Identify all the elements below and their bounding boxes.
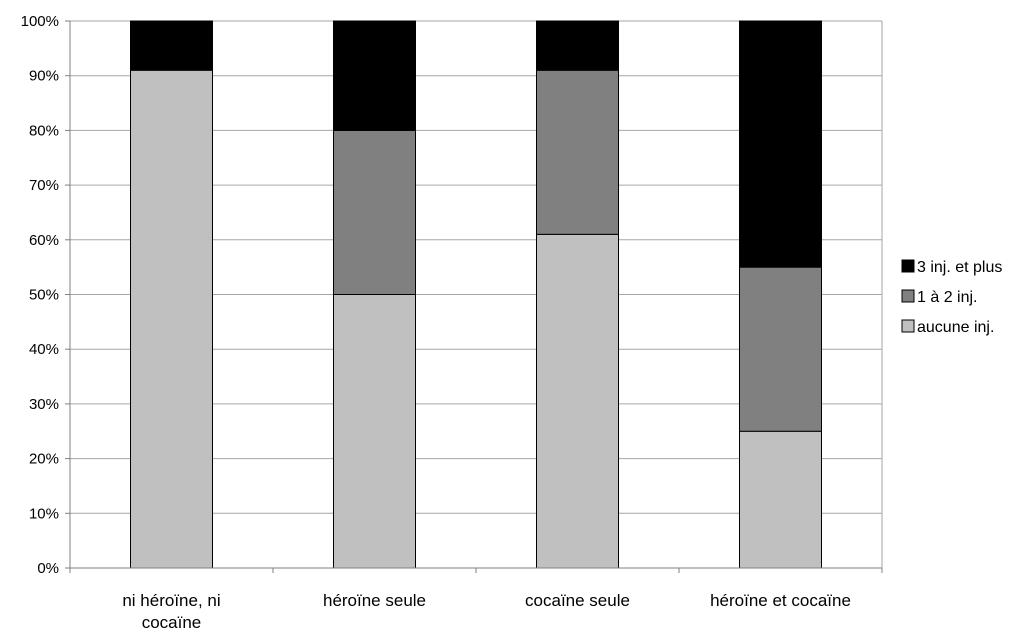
y-tick-label: 60% xyxy=(29,232,59,249)
y-tick-label: 80% xyxy=(29,122,59,139)
bar-segment xyxy=(739,20,822,268)
y-tick-label: 20% xyxy=(29,451,59,468)
y-tick-label: 100% xyxy=(21,13,59,30)
y-tick-label: 0% xyxy=(37,560,59,577)
y-tick-label: 30% xyxy=(29,396,59,413)
y-tick-label: 40% xyxy=(29,341,59,358)
x-category-label-line: héroïne seule xyxy=(323,591,426,610)
x-category-label: ni héroïne, ni cocaïne xyxy=(122,591,220,630)
legend-label: aucune inj. xyxy=(917,319,994,336)
bar-segment xyxy=(739,430,822,569)
y-tick-label: 10% xyxy=(29,505,59,522)
x-category-label-line: cocaïne seule xyxy=(525,591,630,610)
bar-segment xyxy=(536,20,619,71)
legend-label: 3 inj. et plus xyxy=(917,259,1002,276)
bar-segment xyxy=(536,69,619,235)
bar-segment xyxy=(739,266,822,432)
x-category-label-line: ni héroïne, ni xyxy=(122,591,220,610)
x-axis-categories: ni héroïne, ni cocaïne héroïne seule cocaïn… xyxy=(122,591,851,630)
x-category-label-line: héroïne et cocaïne xyxy=(710,591,851,610)
y-tick-label: 90% xyxy=(29,68,59,85)
x-category-label: héroïne seule xyxy=(323,591,426,610)
x-category-label-line: cocaïne xyxy=(142,613,202,630)
bar-segment xyxy=(333,294,416,569)
bar-segment xyxy=(130,69,213,569)
legend-swatch xyxy=(901,319,915,333)
legend: 3 inj. et plus 1 à 2 inj. aucune inj. xyxy=(901,259,1002,336)
bar-segment xyxy=(536,233,619,569)
y-tick-label: 70% xyxy=(29,177,59,194)
y-axis-ticks: 0% 10% 20% 30% 40% 50% 60% 70% 80% 90% 100% xyxy=(21,13,70,577)
legend-label: 1 à 2 inj. xyxy=(917,289,977,306)
y-tick-label: 50% xyxy=(29,287,59,304)
x-category-label: héroïne et cocaïne xyxy=(710,591,851,610)
bar-segment xyxy=(333,20,416,131)
bar-segment xyxy=(333,129,416,295)
bar-segment xyxy=(130,20,213,71)
legend-swatch xyxy=(901,259,915,273)
x-category-label: cocaïne seule xyxy=(525,591,630,610)
legend-swatch xyxy=(901,289,915,303)
